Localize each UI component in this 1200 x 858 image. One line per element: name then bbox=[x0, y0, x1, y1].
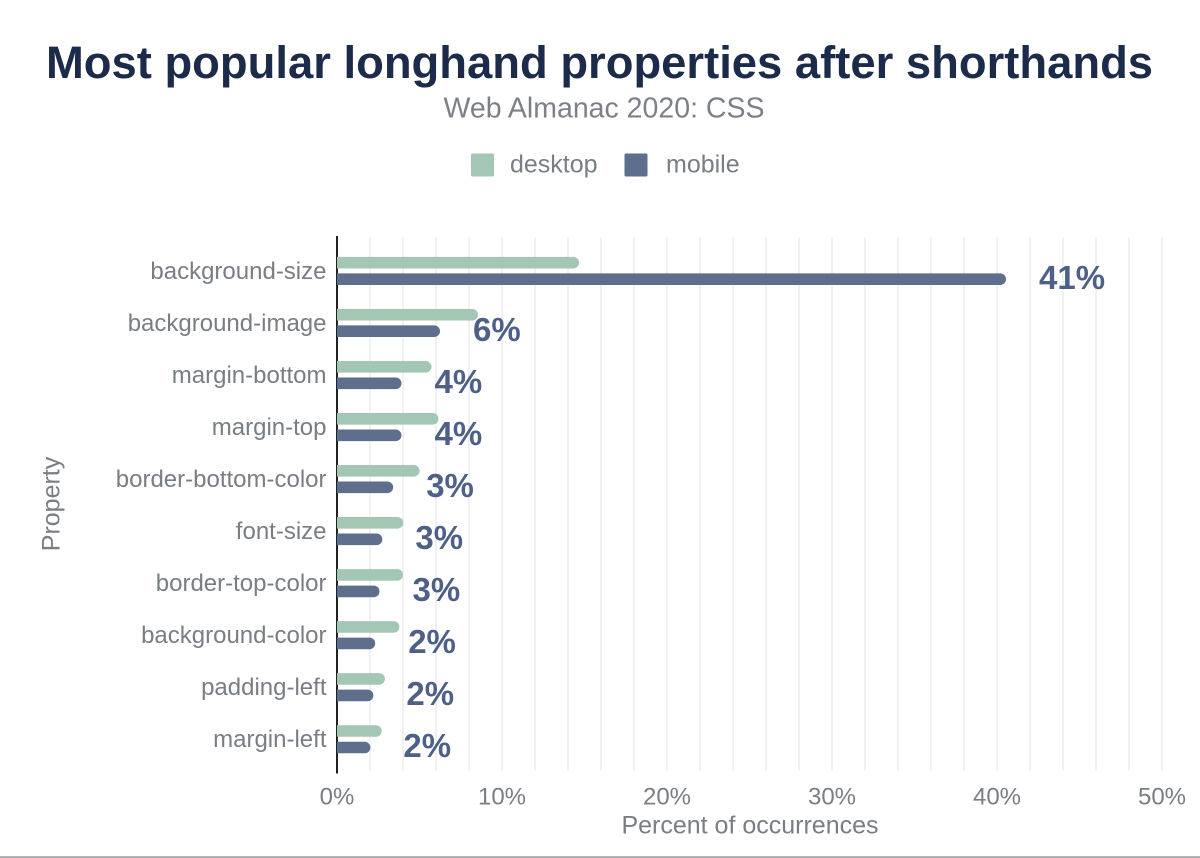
svg-text:margin-left: margin-left bbox=[213, 726, 327, 753]
svg-text:0%: 0% bbox=[320, 784, 355, 811]
svg-text:background-size: background-size bbox=[150, 258, 326, 285]
svg-text:2%: 2% bbox=[403, 727, 451, 764]
svg-text:2%: 2% bbox=[406, 675, 454, 712]
svg-text:10%: 10% bbox=[478, 784, 526, 811]
svg-text:Property: Property bbox=[38, 456, 66, 551]
svg-text:41%: 41% bbox=[1039, 259, 1105, 296]
svg-text:2%: 2% bbox=[408, 623, 456, 660]
svg-text:4%: 4% bbox=[435, 415, 483, 452]
svg-text:30%: 30% bbox=[808, 784, 856, 811]
svg-text:Most popular longhand properti: Most popular longhand properties after s… bbox=[46, 37, 1153, 88]
svg-text:background-image: background-image bbox=[128, 310, 327, 337]
svg-text:margin-top: margin-top bbox=[212, 414, 327, 441]
svg-text:margin-bottom: margin-bottom bbox=[172, 362, 327, 389]
svg-text:padding-left: padding-left bbox=[201, 674, 327, 701]
svg-text:6%: 6% bbox=[473, 311, 521, 348]
svg-text:3%: 3% bbox=[426, 467, 474, 504]
svg-text:Percent of occurrences: Percent of occurrences bbox=[621, 812, 878, 840]
svg-text:3%: 3% bbox=[413, 571, 461, 608]
svg-text:Web Almanac 2020: CSS: Web Almanac 2020: CSS bbox=[443, 93, 764, 125]
svg-text:font-size: font-size bbox=[236, 518, 327, 545]
svg-text:4%: 4% bbox=[435, 363, 483, 400]
svg-text:40%: 40% bbox=[973, 784, 1021, 811]
svg-text:desktop: desktop bbox=[510, 151, 598, 179]
svg-text:border-bottom-color: border-bottom-color bbox=[116, 466, 327, 493]
svg-text:mobile: mobile bbox=[666, 151, 740, 179]
svg-text:background-color: background-color bbox=[141, 622, 326, 649]
svg-text:20%: 20% bbox=[643, 784, 691, 811]
svg-text:border-top-color: border-top-color bbox=[156, 570, 327, 597]
svg-text:50%: 50% bbox=[1138, 784, 1186, 811]
svg-text:3%: 3% bbox=[415, 519, 463, 556]
